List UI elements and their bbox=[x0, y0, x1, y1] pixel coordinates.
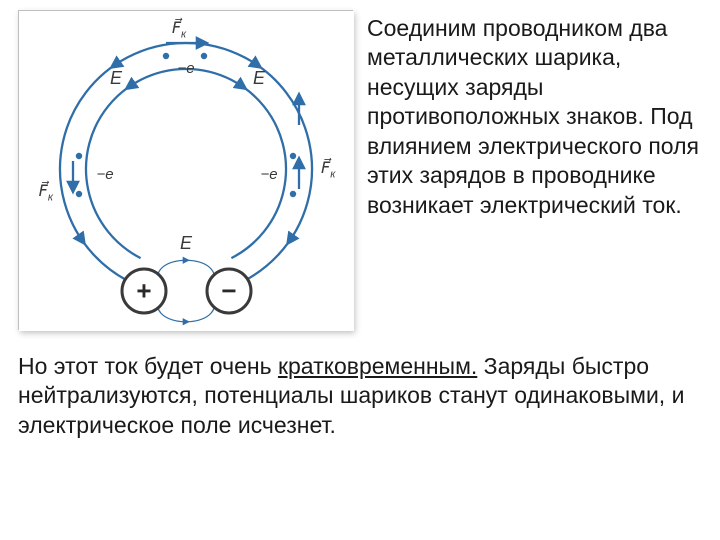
circuit-svg: +−F⃗кF⃗кF⃗кEEE−e−e−e bbox=[19, 11, 354, 331]
top-row: +−F⃗кF⃗кF⃗кEEE−e−e−e Соединим проводнико… bbox=[18, 10, 708, 330]
circuit-figure: +−F⃗кF⃗кF⃗кEEE−e−e−e bbox=[18, 10, 353, 330]
svg-text:E: E bbox=[180, 233, 193, 253]
p2-underlined: кратковременным. bbox=[278, 353, 477, 379]
svg-text:−e: −e bbox=[177, 60, 194, 77]
paragraph-top: Соединим проводником два металлических ш… bbox=[367, 10, 708, 220]
svg-text:−e: −e bbox=[96, 166, 113, 183]
svg-text:−e: −e bbox=[260, 166, 277, 183]
svg-text:E: E bbox=[110, 68, 123, 88]
svg-text:−: − bbox=[221, 276, 236, 306]
paragraph-bottom: Но этот ток будет очень кратковременным.… bbox=[18, 352, 708, 440]
page: +−F⃗кF⃗кF⃗кEEE−e−e−e Соединим проводнико… bbox=[0, 0, 720, 540]
p2-prefix: Но этот ток будет очень bbox=[18, 353, 278, 379]
svg-text:E: E bbox=[253, 68, 266, 88]
svg-text:+: + bbox=[136, 276, 151, 306]
